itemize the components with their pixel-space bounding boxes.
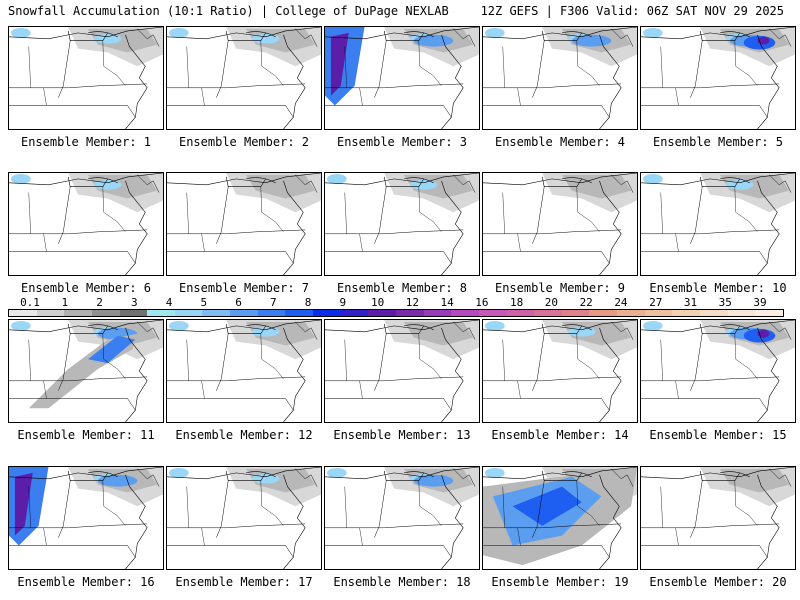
color-scale-swatch: [340, 310, 369, 316]
color-scale-swatch: [727, 310, 756, 316]
color-scale-label: 7: [270, 296, 277, 309]
color-scale-label: 0.1: [20, 296, 40, 309]
ensemble-member-map: [324, 466, 480, 570]
color-scale-label: 39: [753, 296, 767, 309]
ensemble-member-label: Ensemble Member: 11: [17, 428, 155, 442]
ensemble-member-label: Ensemble Member: 18: [333, 575, 471, 589]
ensemble-member-map: [482, 26, 638, 130]
ensemble-member-map: [166, 319, 322, 423]
ensemble-member-map: [166, 172, 322, 276]
color-scale-swatch: [700, 310, 728, 316]
ensemble-member-map: [482, 319, 638, 423]
ensemble-member-label: Ensemble Member: 10: [649, 281, 787, 295]
color-scale-swatch: [644, 310, 673, 316]
ensemble-member-label: Ensemble Member: 1: [20, 135, 152, 149]
color-scale-swatch: [589, 310, 618, 316]
ensemble-member-label: Ensemble Member: 4: [494, 135, 626, 149]
map-title: Snowfall Accumulation (10:1 Ratio) | Col…: [8, 4, 449, 18]
ensemble-member-label: Ensemble Member: 3: [336, 135, 468, 149]
color-scale-swatch: [672, 310, 701, 316]
color-scale-swatch: [36, 310, 65, 316]
color-scale-swatch: [395, 310, 424, 316]
color-scale-label: 9: [339, 296, 347, 309]
color-scale-label: 6: [235, 296, 242, 309]
color-scale-label: 3: [130, 296, 138, 309]
ensemble-member-label: Ensemble Member: 19: [491, 575, 629, 589]
color-scale-swatch: [478, 310, 507, 316]
model-valid-time: 12Z GEFS | F306 Valid: 06Z SAT NOV 29 20…: [480, 4, 784, 18]
ensemble-member-map: [166, 466, 322, 570]
ensemble-member-label: Ensemble Member: 9: [494, 281, 626, 295]
color-scale-swatch: [534, 310, 562, 316]
ensemble-member-map: [324, 172, 480, 276]
color-scale-swatch: [257, 310, 286, 316]
ensemble-member-map: [640, 466, 796, 570]
color-scale-label: 5: [200, 296, 208, 309]
ensemble-member-label: Ensemble Member: 20: [649, 575, 787, 589]
color-scale-label: 24: [614, 296, 628, 309]
color-scale-swatch: [561, 310, 590, 316]
color-scale-label: 12: [405, 296, 419, 309]
color-scale-swatch: [368, 310, 396, 316]
color-scale-swatch: [64, 310, 92, 316]
ensemble-member-map: [324, 319, 480, 423]
ensemble-member-map: [8, 319, 164, 423]
ensemble-member-label: Ensemble Member: 16: [17, 575, 155, 589]
ensemble-member-map: [8, 26, 164, 130]
ensemble-member-label: Ensemble Member: 14: [491, 428, 629, 442]
ensemble-member-label: Ensemble Member: 12: [175, 428, 313, 442]
color-scale-label: 4: [165, 296, 173, 309]
ensemble-member-label: Ensemble Member: 8: [336, 281, 468, 295]
ensemble-member-label: Ensemble Member: 5: [652, 135, 784, 149]
color-scale-swatch: [506, 310, 535, 316]
ensemble-member-map: [324, 26, 480, 130]
ensemble-member-label: Ensemble Member: 17: [175, 575, 313, 589]
color-scale-label: 35: [718, 296, 732, 309]
color-scale-label: 31: [683, 296, 698, 309]
ensemble-member-map: [640, 26, 796, 130]
color-scale-label: 16: [475, 296, 489, 309]
ensemble-member-label: Ensemble Member: 2: [178, 135, 310, 149]
color-scale-swatch: [174, 310, 203, 316]
color-scale-label: 18: [510, 296, 524, 309]
color-scale-label: 8: [304, 296, 312, 309]
color-scale-swatch: [91, 310, 120, 316]
color-scale-swatch: [451, 310, 479, 316]
color-scale-swatch: [147, 310, 175, 316]
color-scale-swatch: [202, 310, 231, 316]
ensemble-member-map: [166, 26, 322, 130]
ensemble-member-map: [8, 172, 164, 276]
ensemble-member-map: [482, 466, 638, 570]
color-scale-swatch: [313, 310, 341, 316]
color-scale-label: 2: [96, 296, 103, 309]
color-scale-label: 1: [61, 296, 69, 309]
color-scale-label: 27: [649, 296, 663, 309]
ensemble-member-label: Ensemble Member: 15: [649, 428, 787, 442]
ensemble-member-map: [640, 319, 796, 423]
color-scale-bar: [8, 309, 784, 317]
color-scale-swatch: [119, 310, 148, 316]
color-scale-swatch: [285, 310, 314, 316]
ensemble-member-label: Ensemble Member: 6: [20, 281, 152, 295]
color-scale-swatch: [423, 310, 452, 316]
ensemble-member-label: Ensemble Member: 7: [178, 281, 310, 295]
ensemble-member-label: Ensemble Member: 13: [333, 428, 471, 442]
color-scale-label: 22: [579, 296, 593, 309]
color-scale-label: 20: [544, 296, 559, 309]
color-scale-label: 14: [440, 296, 454, 309]
color-scale-swatch: [230, 310, 258, 316]
color-scale-label: 10: [370, 296, 385, 309]
ensemble-member-map: [640, 172, 796, 276]
color-scale-swatch: [9, 310, 37, 316]
ensemble-member-map: [8, 466, 164, 570]
color-scale-swatch: [617, 310, 645, 316]
color-scale-swatch: [755, 310, 783, 316]
ensemble-member-map: [482, 172, 638, 276]
